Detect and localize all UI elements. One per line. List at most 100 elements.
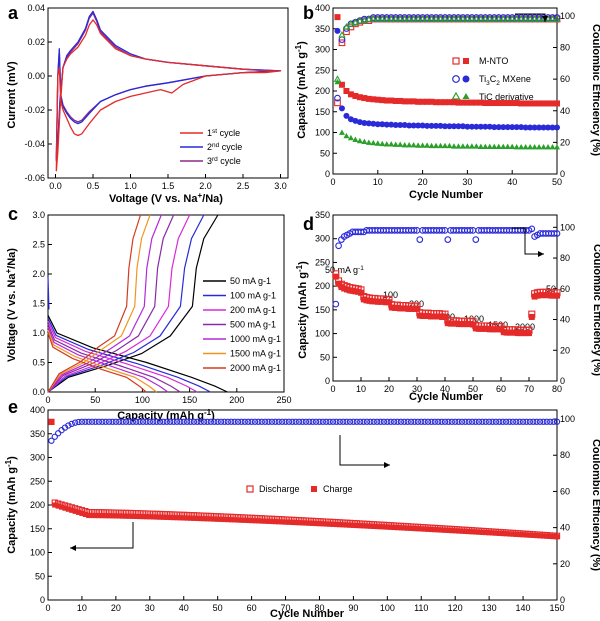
e-efficiency-point <box>197 418 204 425</box>
d-axis-arrow <box>512 227 544 255</box>
e-efficiency-point <box>353 418 360 425</box>
e-charge-point <box>493 530 499 536</box>
e-y2tick-label: 0 <box>560 595 565 605</box>
e-y2label: Coulombic Efficiency (%) <box>590 439 600 571</box>
d-y2tick-label: 80 <box>560 253 570 263</box>
a-ytick-label: -0.06 <box>24 173 45 183</box>
b-capacity-point <box>545 144 552 150</box>
c-ytick-label: 1.5 <box>32 299 45 309</box>
b-capacity-point <box>446 123 453 130</box>
a-xtick-label: 3.0 <box>274 181 287 191</box>
b-efficiency-point <box>490 14 498 21</box>
d-ylabel: Capacity (mAh g-1) <box>295 261 309 359</box>
b-capacity-point <box>518 144 525 150</box>
b-capacity-point <box>343 88 350 94</box>
e-xtick-label: 100 <box>380 603 395 613</box>
b-capacity-point <box>442 99 448 106</box>
b-capacity-point <box>522 144 529 150</box>
e-efficiency-point <box>224 418 231 425</box>
e-charge-point <box>218 516 224 522</box>
b-efficiency-point <box>495 14 503 21</box>
e-efficiency-point <box>99 418 106 425</box>
d-xtick-label: 30 <box>412 384 422 394</box>
e-charge-point <box>320 521 326 527</box>
d-ytick-label: 0 <box>325 376 330 386</box>
e-efficiency-point <box>306 418 313 425</box>
b-efficiency-point <box>549 14 556 21</box>
e-charge-point <box>540 533 547 539</box>
e-charge-point <box>415 526 421 532</box>
b-capacity-point <box>401 141 408 148</box>
e-charge-point <box>394 525 401 531</box>
b-efficiency-point <box>405 15 413 22</box>
e-efficiency-point <box>102 418 109 425</box>
e-efficiency-point <box>340 418 347 425</box>
b-efficiency-point <box>459 15 467 22</box>
e-charge-point <box>201 516 207 522</box>
e-ytick-label: 300 <box>30 453 45 463</box>
e-efficiency-point <box>553 418 561 425</box>
b-capacity-point <box>545 100 552 107</box>
e-efficiency-point <box>143 418 150 425</box>
e-charge-point <box>459 528 465 534</box>
b-capacity-point <box>419 142 426 148</box>
e-legend-discharge: Discharge <box>259 484 300 494</box>
d-rate-label-0: 50 mA g-1 <box>325 265 364 275</box>
e-efficiency-point <box>75 418 82 426</box>
e-efficiency-point <box>367 418 374 425</box>
e-charge-point <box>422 526 428 532</box>
e-charge-point <box>204 516 211 522</box>
b-capacity-point <box>455 99 462 106</box>
b-capacity-point <box>406 122 413 129</box>
d-efficiency-point <box>553 230 561 237</box>
e-charge-point <box>92 512 99 519</box>
e-charge-point <box>350 522 356 528</box>
e-efficiency-point <box>221 418 228 425</box>
b-capacity-point <box>424 142 431 148</box>
e-efficiency-point <box>187 418 194 425</box>
e-efficiency-point <box>282 418 289 425</box>
b-efficiency-point <box>473 14 480 21</box>
e-efficiency-point <box>357 418 364 425</box>
b-capacity-point <box>433 142 440 149</box>
b-legend: M-NTO Ti3C2 MXene TiC derivative <box>451 56 534 102</box>
b-ytick-label: 400 <box>315 3 330 13</box>
b-efficiency-point <box>477 15 485 22</box>
b-capacity-point <box>388 121 395 128</box>
e-efficiency-point <box>458 418 466 425</box>
b-capacity-point <box>410 98 417 105</box>
e-charge-point <box>500 530 506 537</box>
b-capacity-point <box>361 119 368 126</box>
e-efficiency-point <box>312 418 320 425</box>
b-capacity-point <box>379 121 386 128</box>
e-efficiency-point <box>404 418 411 425</box>
b-ytick-label: 0 <box>325 169 330 179</box>
e-efficiency-point <box>489 418 496 425</box>
e-charge-point <box>364 523 370 529</box>
e-efficiency-point <box>245 418 252 425</box>
b-capacity-point <box>455 143 462 149</box>
e-efficiency-point <box>51 433 58 440</box>
e-efficiency-point <box>116 418 123 425</box>
e-efficiency-point <box>435 418 442 425</box>
e-xtick-label: 120 <box>448 603 463 613</box>
b-capacity-point <box>549 144 556 150</box>
e-efficiency-point <box>78 418 86 425</box>
e-efficiency-point <box>295 418 303 425</box>
d-xtick-label: 50 <box>468 384 478 394</box>
e-efficiency-point <box>502 418 510 425</box>
b-capacity-point <box>370 120 377 127</box>
b-capacity-point <box>428 98 435 105</box>
e-charge-point <box>513 531 519 537</box>
b-capacity-point <box>365 139 372 145</box>
b-capacity-point <box>343 132 350 139</box>
b-capacity-point <box>464 143 471 149</box>
b-capacity-point <box>338 129 345 135</box>
b-legend-mxene: Ti3C2 MXene <box>479 74 531 87</box>
e-efficiency-point <box>479 418 486 425</box>
e-charge-point <box>82 511 88 518</box>
c-discharge-curve <box>47 315 228 393</box>
a-cv-curve <box>55 19 282 172</box>
e-efficiency-point <box>156 418 164 425</box>
b-efficiency-point <box>490 15 499 22</box>
